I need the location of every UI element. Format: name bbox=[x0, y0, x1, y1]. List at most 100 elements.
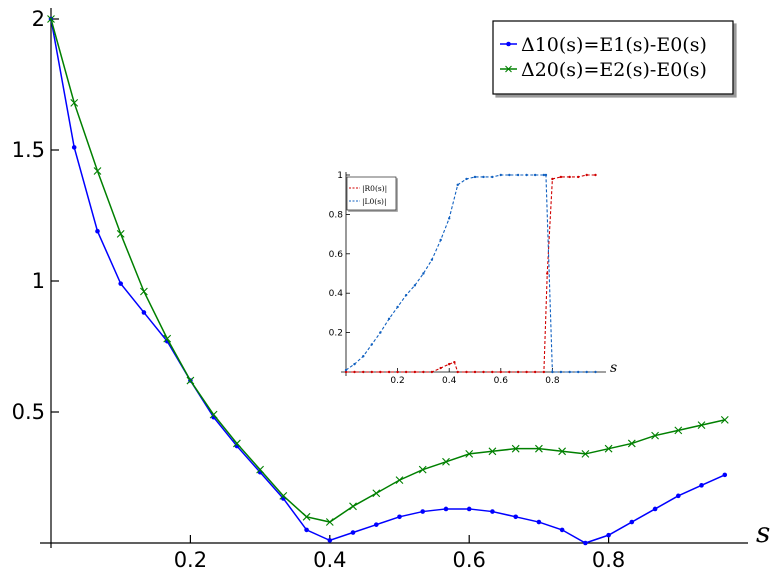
main-point-0-29 bbox=[722, 472, 728, 478]
main-point-0-3 bbox=[118, 281, 123, 286]
inset-point-0-26 bbox=[551, 177, 554, 181]
inset-ticks: 0.2 0.4 0.6 0.8 0.2 0.4 0.6 0.8 1 bbox=[329, 171, 560, 386]
inset-point-0-19 bbox=[499, 370, 502, 374]
main-point-0-22 bbox=[559, 527, 565, 533]
main-series bbox=[47, 15, 729, 546]
main-point-1-24 bbox=[604, 444, 613, 453]
main-point-0-23 bbox=[583, 540, 588, 546]
main-legend-label-2: Δ20(s)=E2(s)-E0(s) bbox=[521, 59, 707, 81]
inset-legend: |R0(s)| |L0(s)| bbox=[346, 176, 397, 211]
main-point-1-28 bbox=[697, 421, 706, 429]
main-point-0-11 bbox=[304, 527, 309, 533]
inset-legend-label-2: |L0(s)| bbox=[362, 197, 387, 206]
inset-point-1-21 bbox=[525, 173, 528, 177]
inset-point-1-30 bbox=[594, 370, 597, 374]
main-point-0-27 bbox=[676, 493, 681, 499]
inset-point-0-4 bbox=[379, 370, 382, 374]
main-point-0-15 bbox=[397, 514, 402, 520]
main-point-0-4 bbox=[141, 310, 147, 315]
inset-point-0-5 bbox=[387, 370, 391, 374]
inset-point-1-17 bbox=[491, 175, 494, 179]
main-point-1-1 bbox=[70, 98, 79, 107]
inset-point-0-9 bbox=[422, 370, 425, 374]
main-point-1-3 bbox=[116, 229, 125, 238]
inset-point-1-6 bbox=[396, 305, 399, 309]
main-point-1-5 bbox=[163, 334, 172, 343]
main-x-tick-label-1: 0.4 bbox=[313, 548, 346, 572]
main-point-1-6 bbox=[186, 376, 195, 385]
main-legend-box bbox=[492, 20, 734, 95]
inset-point-1-14 bbox=[465, 177, 468, 181]
inset-point-1-5 bbox=[387, 317, 391, 321]
inset-point-0-18 bbox=[491, 370, 494, 374]
inset-point-0-3 bbox=[370, 370, 373, 374]
main-point-0-24 bbox=[606, 532, 611, 538]
main-point-0-16 bbox=[420, 509, 426, 514]
main-point-1-7 bbox=[209, 410, 218, 419]
main-point-0-26 bbox=[652, 506, 658, 512]
main-axes bbox=[40, 8, 748, 548]
main-point-0-12 bbox=[327, 538, 333, 543]
main-legend-entry-1: Δ10(s)=E1(s)-E0(s) bbox=[500, 34, 707, 56]
inset-point-0-28 bbox=[568, 175, 571, 179]
main-point-1-20 bbox=[511, 444, 520, 453]
main-point-1-17 bbox=[442, 457, 450, 466]
inset-point-0-27 bbox=[559, 175, 563, 179]
inset-point-1-1 bbox=[353, 362, 356, 366]
inset-point-1-25 bbox=[551, 370, 554, 374]
main-x-tick-label-0: 0.2 bbox=[174, 548, 207, 572]
inset-point-0-14 bbox=[456, 370, 459, 374]
main-legend-label-1: Δ10(s)=E1(s)-E0(s) bbox=[521, 34, 707, 56]
inset-point-1-2 bbox=[362, 355, 365, 358]
inset-point-0-21 bbox=[516, 370, 520, 374]
inset-point-0-23 bbox=[533, 370, 537, 374]
legend-marker-x bbox=[505, 65, 512, 73]
inset-point-0-25 bbox=[546, 272, 549, 275]
main-point-1-25 bbox=[627, 439, 636, 448]
inset-point-1-22 bbox=[533, 173, 537, 177]
main-ticks: 0.2 0.4 0.6 0.8 0.5 1 1.5 2 bbox=[12, 7, 626, 572]
main-point-1-29 bbox=[720, 415, 729, 424]
inset-point-1-4 bbox=[379, 331, 382, 334]
inset-point-1-19 bbox=[508, 173, 511, 177]
inset-point-1-24 bbox=[544, 173, 548, 177]
main-point-0-14 bbox=[373, 522, 379, 527]
main-y-tick-label-3: 2 bbox=[32, 7, 45, 31]
main-point-1-8 bbox=[233, 439, 241, 448]
main-y-tick-label-1: 1 bbox=[32, 269, 45, 293]
main-point-1-4 bbox=[140, 287, 148, 296]
inset-legend-label-1: |R0(s)| bbox=[362, 184, 387, 193]
main-x-axis-label: s bbox=[756, 516, 770, 549]
legend-marker-dot bbox=[506, 41, 511, 47]
inset-point-0-22 bbox=[525, 370, 528, 374]
main-point-1-16 bbox=[418, 465, 427, 474]
main-point-1-22 bbox=[558, 447, 566, 456]
main-point-1-0 bbox=[47, 15, 55, 23]
inset-x-tick-label-1: 0.4 bbox=[442, 376, 457, 386]
main-x-tick-label-3: 0.8 bbox=[592, 548, 625, 572]
inset-point-0-8 bbox=[413, 370, 417, 374]
main-series-line-0 bbox=[50, 18, 726, 544]
main-point-1-10 bbox=[279, 491, 288, 500]
inset-point-0-7 bbox=[404, 370, 408, 374]
main-point-0-1 bbox=[71, 145, 77, 150]
inset-point-0-6 bbox=[396, 370, 399, 374]
inset-x-axis-label: s bbox=[610, 360, 617, 376]
inset-point-0-16 bbox=[473, 370, 477, 374]
inset-point-0-20 bbox=[508, 370, 511, 374]
inset-series bbox=[344, 173, 597, 374]
main-point-0-17 bbox=[443, 506, 449, 512]
inset-point-1-28 bbox=[577, 370, 580, 374]
main-point-1-21 bbox=[535, 444, 543, 453]
main-point-0-2 bbox=[95, 228, 100, 234]
main-point-1-15 bbox=[395, 476, 404, 485]
main-point-1-9 bbox=[256, 465, 264, 474]
main-legend-entry-2: Δ20(s)=E2(s)-E0(s) bbox=[500, 59, 707, 81]
inset-point-1-27 bbox=[568, 370, 571, 374]
inset-point-0-0 bbox=[344, 370, 348, 374]
main-point-1-23 bbox=[581, 450, 590, 458]
inset-x-tick-label-3: 0.8 bbox=[545, 376, 560, 386]
inset-point-0-13 bbox=[453, 360, 456, 364]
main-point-1-14 bbox=[372, 489, 381, 498]
